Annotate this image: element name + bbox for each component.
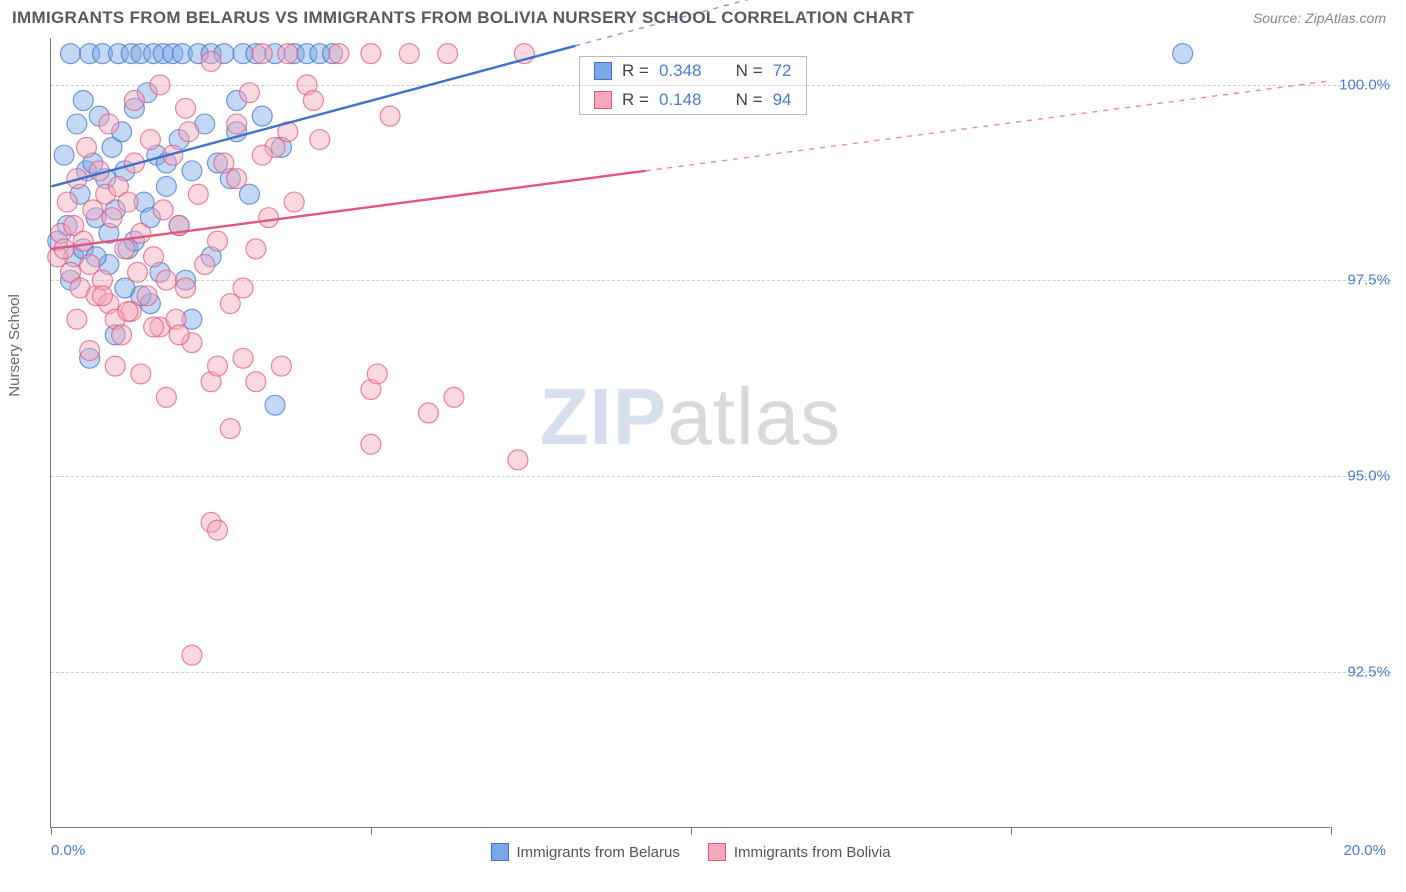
trend-line: [51, 171, 645, 249]
bottom-legend: Immigrants from Belarus Immigrants from B…: [490, 843, 890, 861]
y-tick-label: 95.0%: [1335, 468, 1390, 485]
series-swatch: [594, 62, 612, 80]
x-tick: [51, 827, 52, 835]
y-axis-label: Nursery School: [6, 294, 23, 397]
stat-n-label: N =: [736, 61, 763, 81]
stats-row: R = 0.148 N = 94: [580, 86, 806, 114]
legend-item: Immigrants from Bolivia: [708, 843, 891, 861]
legend-item: Immigrants from Belarus: [490, 843, 679, 861]
stat-n-label: N =: [736, 90, 763, 110]
x-axis-min-label: 0.0%: [51, 842, 85, 859]
chart-header: IMMIGRANTS FROM BELARUS VS IMMIGRANTS FR…: [0, 0, 1406, 34]
y-tick-label: 100.0%: [1335, 76, 1390, 93]
x-axis-max-label: 20.0%: [1343, 842, 1386, 859]
stat-r-value: 0.348: [659, 61, 702, 81]
legend-swatch: [708, 843, 726, 861]
chart-container: Nursery School ZIPatlas R = 0.348 N = 72…: [12, 38, 1394, 858]
legend-swatch: [490, 843, 508, 861]
stats-legend-box: R = 0.348 N = 72R = 0.148 N = 94: [579, 56, 807, 115]
y-tick-label: 92.5%: [1335, 663, 1390, 680]
x-tick: [691, 827, 692, 835]
stat-n-value: 72: [773, 61, 792, 81]
series-swatch: [594, 91, 612, 109]
stat-n-value: 94: [773, 90, 792, 110]
stats-row: R = 0.348 N = 72: [580, 57, 806, 86]
y-tick-label: 97.5%: [1335, 272, 1390, 289]
chart-title: IMMIGRANTS FROM BELARUS VS IMMIGRANTS FR…: [12, 8, 914, 28]
trend-line: [51, 46, 575, 187]
legend-label: Immigrants from Bolivia: [734, 844, 891, 861]
legend-label: Immigrants from Belarus: [516, 844, 679, 861]
stat-r-label: R =: [622, 90, 649, 110]
chart-source: Source: ZipAtlas.com: [1253, 10, 1386, 26]
trend-lines-layer: [51, 38, 1330, 827]
x-tick: [1331, 827, 1332, 835]
stat-r-value: 0.148: [659, 90, 702, 110]
x-tick: [371, 827, 372, 835]
x-tick: [1011, 827, 1012, 835]
stat-r-label: R =: [622, 61, 649, 81]
plot-area: ZIPatlas R = 0.348 N = 72R = 0.148 N = 9…: [50, 38, 1330, 828]
